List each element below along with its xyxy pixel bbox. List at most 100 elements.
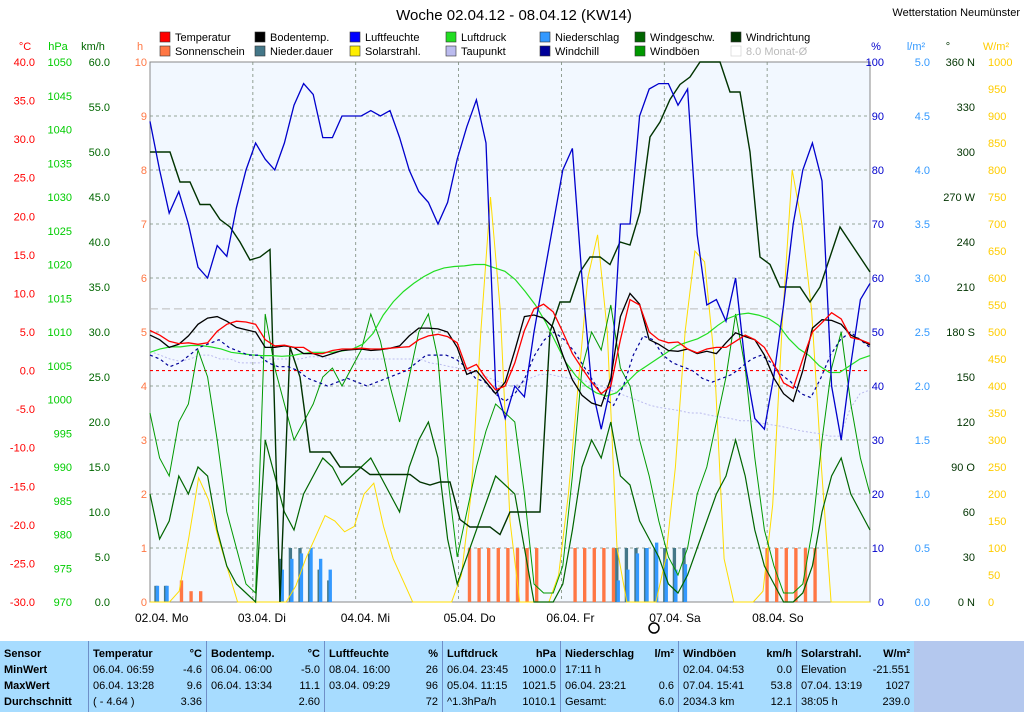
stats-header: Luftfeuchte%: [329, 647, 438, 662]
stats-header: Temperatur °C: [93, 647, 202, 662]
legend-swatch[interactable]: [730, 31, 742, 43]
bar-sonnenschein: [506, 548, 510, 602]
bar-niederschlag: [664, 558, 668, 602]
stats-when: ( - 4.64 ): [93, 696, 135, 708]
wind-tick-label: 0.0: [95, 597, 110, 609]
stats-when: 2034.3 km: [683, 696, 735, 708]
hours-tick-label: 1: [141, 543, 147, 555]
solar-tick-label: 700: [988, 219, 1006, 231]
humid-tick-label: 10: [872, 543, 884, 555]
x-tick-label: 02.04. Mo: [135, 611, 189, 625]
stats-header: Luftdruck hPa: [447, 647, 556, 662]
bar-niederschlag: [328, 569, 332, 602]
solar-tick-label: 200: [988, 489, 1006, 501]
stats-value: 1027: [885, 680, 910, 692]
bar-niederschlag: [165, 585, 169, 602]
dir-tick-label: 30: [963, 552, 975, 564]
bar-niederschlag: [155, 585, 160, 602]
bar-niederdauer: [615, 548, 619, 602]
legend-swatch[interactable]: [159, 31, 171, 43]
rain-tick-label: 2.5: [915, 327, 930, 339]
wind-tick-label: 10.0: [89, 507, 110, 519]
stats-title: Temperatur: [93, 648, 153, 660]
legend-swatch[interactable]: [539, 45, 551, 57]
bar-sonnenschein: [592, 548, 596, 602]
press-tick-label: 1020: [48, 260, 72, 272]
solar-tick-label: 50: [988, 570, 1000, 582]
stats-row: 2.60: [211, 695, 320, 710]
legend-swatch[interactable]: [539, 31, 551, 43]
temp-tick-label: -15.0: [10, 481, 35, 493]
legend-swatch[interactable]: [159, 45, 171, 57]
hours-tick-label: 9: [141, 111, 147, 123]
dir-tick-label: 60: [963, 507, 975, 519]
stats-when: 05.04. 11:15: [447, 680, 508, 692]
legend-swatch[interactable]: [634, 31, 646, 43]
press-unit-label: hPa: [48, 41, 68, 53]
humid-tick-label: 90: [872, 111, 884, 123]
weather-chart: 02.04. Mo 03.04. Di 04.04. Mi 05.04. Do 06.0…: [9, 7, 1021, 634]
stats-row: 06.04. 06:59 -4.6: [93, 663, 202, 678]
bar-sonnenschein: [477, 548, 481, 602]
solar-tick-label: 150: [988, 516, 1006, 528]
stats-unit: %: [428, 648, 438, 660]
bar-niederschlag: [290, 558, 294, 602]
stats-unit: W/m²: [883, 648, 910, 660]
stats-header: Niederschlag l/m²: [565, 647, 674, 662]
stats-row: 02.04. 04:53 0.0: [683, 663, 792, 678]
solar-unit-label: W/m²: [983, 41, 1010, 53]
legend-swatch[interactable]: [349, 45, 361, 57]
legend-label: Luftfeuchte: [365, 32, 419, 44]
stats-col-bodentemp: Bodentemp. °C 06.04. 06:00 -5.0 06.04. 13:34…: [206, 641, 324, 712]
stats-value: 72: [425, 696, 438, 708]
solar-tick-label: 250: [988, 462, 1006, 474]
temp-tick-label: 30.0: [14, 134, 35, 146]
x-tick-label: 05.04. Do: [444, 611, 496, 625]
stats-value: 6.0: [658, 696, 674, 708]
rain-tick-label: 4.5: [915, 111, 930, 123]
legend-swatch[interactable]: [254, 31, 266, 43]
line-temperatur: [149, 298, 871, 395]
legend-label: Bodentemp.: [270, 32, 329, 44]
solar-tick-label: 0: [988, 597, 994, 609]
stats-header: Solarstrahl. W/m²: [801, 647, 910, 662]
stats-value: 26: [425, 664, 438, 676]
solar-tick-label: 850: [988, 138, 1006, 150]
legend-label: Windchill: [555, 46, 599, 58]
legend-swatch[interactable]: [730, 45, 742, 57]
legend-swatch[interactable]: [634, 45, 646, 57]
press-tick-label: 1015: [48, 293, 72, 305]
humid-tick-label: 60: [872, 273, 884, 285]
bar-niederschlag: [280, 569, 284, 602]
dir-tick-label: 120: [957, 417, 975, 429]
temp-tick-label: -25.0: [10, 558, 35, 570]
press-tick-label: 1005: [48, 361, 72, 373]
stats-header: Windböen km/h: [683, 647, 792, 662]
stats-value: -5.0: [301, 664, 320, 676]
legend-swatch[interactable]: [349, 31, 361, 43]
stats-unit: km/h: [766, 648, 792, 660]
stats-value: 12.1: [770, 696, 792, 708]
legend-swatch[interactable]: [445, 31, 457, 43]
humid-tick-label: 20: [872, 489, 884, 501]
stats-when: 07.04. 13:19: [801, 680, 863, 692]
temp-tick-label: 25.0: [14, 173, 35, 185]
bar-niederschlag: [616, 580, 620, 602]
temp-tick-label: 5.0: [20, 327, 35, 339]
stats-title: Solarstrahl.: [801, 648, 862, 660]
humid-tick-label: 70: [872, 219, 884, 231]
legend-label: Windgeschw.: [650, 32, 715, 44]
stats-row: 03.04. 09:29 96: [329, 679, 438, 694]
legend-swatch[interactable]: [254, 45, 266, 57]
solar-tick-label: 550: [988, 300, 1006, 312]
stats-value: 3.36: [180, 696, 202, 708]
wind-tick-label: 5.0: [95, 552, 110, 564]
stats-value: 2.60: [298, 696, 320, 708]
temp-unit-label: °C: [19, 41, 31, 53]
line-taupunkt: [149, 350, 871, 437]
stats-when: 06.04. 06:59: [93, 664, 155, 676]
time-marker-icon[interactable]: [648, 622, 660, 634]
stats-col-luftdruck: Luftdruck hPa 06.04. 23:45 1000.0 05.04. 11:…: [442, 641, 560, 712]
legend-swatch[interactable]: [445, 45, 457, 57]
stats-row: 08.04. 16:00 26: [329, 663, 438, 678]
